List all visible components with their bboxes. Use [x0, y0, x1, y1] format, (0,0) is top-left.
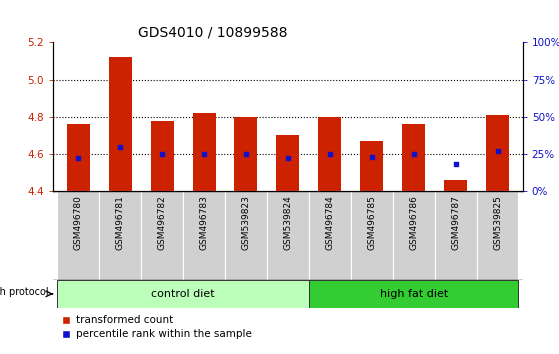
Bar	[57, 191, 100, 280]
Text: high fat diet: high fat diet	[380, 289, 448, 299]
Text: GSM496786: GSM496786	[409, 196, 418, 251]
Bar	[435, 191, 476, 280]
Bar	[57, 280, 309, 308]
Bar	[183, 191, 225, 280]
Point	[493, 148, 502, 154]
Text: GSM496780: GSM496780	[74, 196, 83, 251]
Bar	[67, 124, 90, 191]
Text: control diet: control diet	[151, 289, 215, 299]
Point	[409, 151, 418, 157]
Text: growth protocol: growth protocol	[0, 287, 49, 297]
Point	[241, 151, 250, 157]
Point	[283, 156, 292, 161]
Text: GSM539823: GSM539823	[241, 196, 250, 251]
Text: GSM496785: GSM496785	[367, 196, 376, 251]
Bar	[351, 191, 393, 280]
Point	[367, 154, 376, 160]
Bar	[267, 191, 309, 280]
Bar	[276, 136, 300, 191]
Bar	[225, 191, 267, 280]
Bar	[141, 191, 183, 280]
Text: GSM496781: GSM496781	[116, 196, 125, 251]
Bar	[234, 117, 258, 191]
Text: GDS4010 / 10899588: GDS4010 / 10899588	[138, 26, 287, 40]
Bar	[360, 141, 383, 191]
Bar	[486, 115, 509, 191]
Text: GSM496783: GSM496783	[200, 196, 209, 251]
Text: GSM496782: GSM496782	[158, 196, 167, 250]
Text: GSM539825: GSM539825	[493, 196, 502, 251]
Point	[116, 144, 125, 149]
Bar	[309, 280, 519, 308]
Text: GSM539824: GSM539824	[283, 196, 292, 250]
Text: GSM496784: GSM496784	[325, 196, 334, 250]
Bar	[318, 117, 342, 191]
Bar	[309, 191, 351, 280]
Legend: transformed count, percentile rank within the sample: transformed count, percentile rank withi…	[58, 313, 254, 342]
Point	[158, 151, 167, 157]
Bar	[476, 191, 519, 280]
Bar	[150, 121, 174, 191]
Point	[200, 151, 209, 157]
Bar	[444, 180, 467, 191]
Bar	[108, 57, 132, 191]
Bar	[192, 113, 216, 191]
Point	[74, 156, 83, 161]
Bar	[393, 191, 435, 280]
Text: GSM496787: GSM496787	[451, 196, 460, 251]
Point	[325, 151, 334, 157]
Bar	[100, 191, 141, 280]
Point	[451, 161, 460, 167]
Bar	[402, 124, 425, 191]
